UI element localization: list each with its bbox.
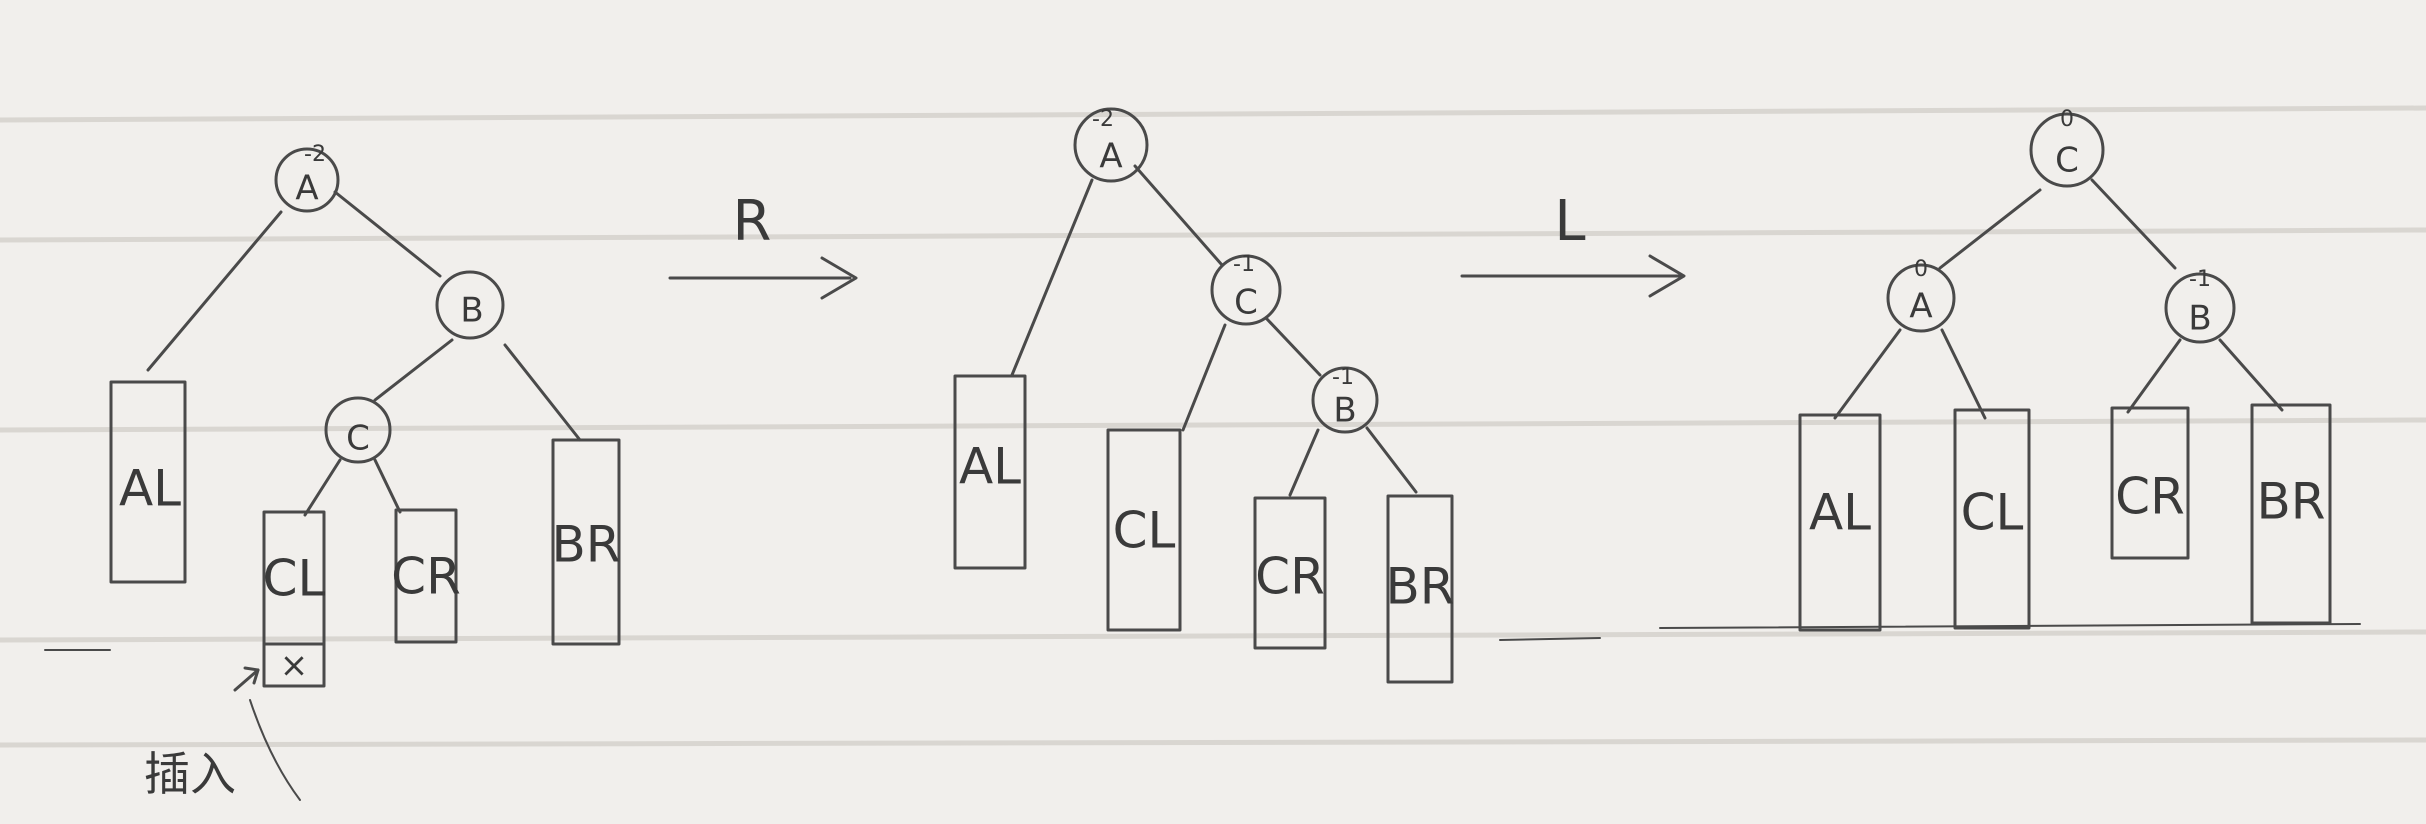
stage-3-edges <box>1833 178 2284 420</box>
arrow-right-rotation: R <box>668 189 858 300</box>
arrow-label: R <box>733 189 772 254</box>
balance-label: -2 <box>304 142 326 167</box>
stage-2-leaf-cr: CR <box>1253 496 1327 650</box>
paper-rules <box>0 105 2426 748</box>
insertion-pointer: 插入 <box>144 666 301 801</box>
stage-3-leaf-br: BR <box>2250 403 2332 625</box>
leaf-label: BR <box>1385 558 1454 616</box>
stage-1-leaf-cl: CL <box>262 510 326 646</box>
node-label: C <box>2055 141 2079 181</box>
balance-label: -1 <box>1233 252 1255 277</box>
stage-1-edges <box>146 190 582 517</box>
inserted-marker: × <box>280 646 309 686</box>
leaf-label: AL <box>1809 484 1871 542</box>
stage-1-node-b: B <box>435 270 505 340</box>
node-label: B <box>460 291 483 331</box>
leaf-label: CR <box>1255 548 1325 606</box>
leaf-label: CR <box>2115 468 2185 526</box>
node-label: A <box>1099 137 1122 177</box>
stage-2-leaf-cl: CL <box>1106 428 1182 632</box>
balance-label: -1 <box>2189 267 2211 292</box>
leaf-label: CL <box>1113 502 1176 560</box>
stage-1-node-a: -2 A <box>274 142 340 213</box>
stage-2-leaf-br: BR <box>1385 494 1455 684</box>
stage-3-leaf-cl: CL <box>1953 408 2031 630</box>
leaf-label: AL <box>119 460 181 518</box>
arrow-left-rotation: L <box>1460 189 1686 298</box>
stage-3-leaf-al: AL <box>1798 413 1882 632</box>
stage-3-node-c: 0 C <box>2029 107 2105 188</box>
node-label: A <box>1909 287 1932 327</box>
baseline-stroke <box>1659 623 2361 629</box>
stage-initial: -2 A B C AL CL × CR <box>44 142 621 801</box>
stage-2-edges <box>1010 164 1418 497</box>
arrow-label: L <box>1554 189 1585 254</box>
node-label: A <box>295 169 318 209</box>
stage-1-inserted-node: × <box>262 642 326 688</box>
leaf-label: BR <box>551 516 620 574</box>
leaf-label: CL <box>263 550 326 608</box>
stage-1-leaf-al: AL <box>109 380 187 584</box>
balance-label: -2 <box>1092 107 1114 132</box>
stage-3-node-a: 0 A <box>1886 257 1956 333</box>
stage-2-leaf-al: AL <box>953 374 1027 570</box>
stage-3-leaf-cr: CR <box>2110 406 2190 560</box>
balance-label: 0 <box>1914 257 1928 282</box>
leaf-label: CR <box>391 548 461 606</box>
leaf-label: CL <box>1961 484 2024 542</box>
baseline-stroke <box>1499 637 1601 641</box>
stage-2-node-b: -1 B <box>1311 365 1379 434</box>
stage-after-right-rotation: -2 A -1 C -1 B AL CL CR BR <box>953 107 1601 684</box>
stage-1-leaf-cr: CR <box>391 508 461 644</box>
node-label: C <box>346 419 370 459</box>
stage-1-leaf-br: BR <box>551 438 621 646</box>
stage-2-node-c: -1 C <box>1210 252 1282 326</box>
node-label: B <box>2188 299 2211 339</box>
balance-label: 0 <box>2060 107 2074 132</box>
node-label: C <box>1234 283 1258 323</box>
stage-2-node-a: -2 A <box>1073 107 1149 183</box>
balance-label: -1 <box>1332 365 1354 390</box>
stage-after-left-rotation: 0 C 0 A -1 B AL CL CR BR <box>1659 107 2361 632</box>
leaf-label: BR <box>2256 473 2325 531</box>
stage-3-node-b: -1 B <box>2164 267 2236 344</box>
node-label: B <box>1333 391 1356 431</box>
stage-1-node-c: C <box>324 396 392 464</box>
insert-note: 插入 <box>144 747 236 801</box>
leaf-label: AL <box>959 438 1021 496</box>
